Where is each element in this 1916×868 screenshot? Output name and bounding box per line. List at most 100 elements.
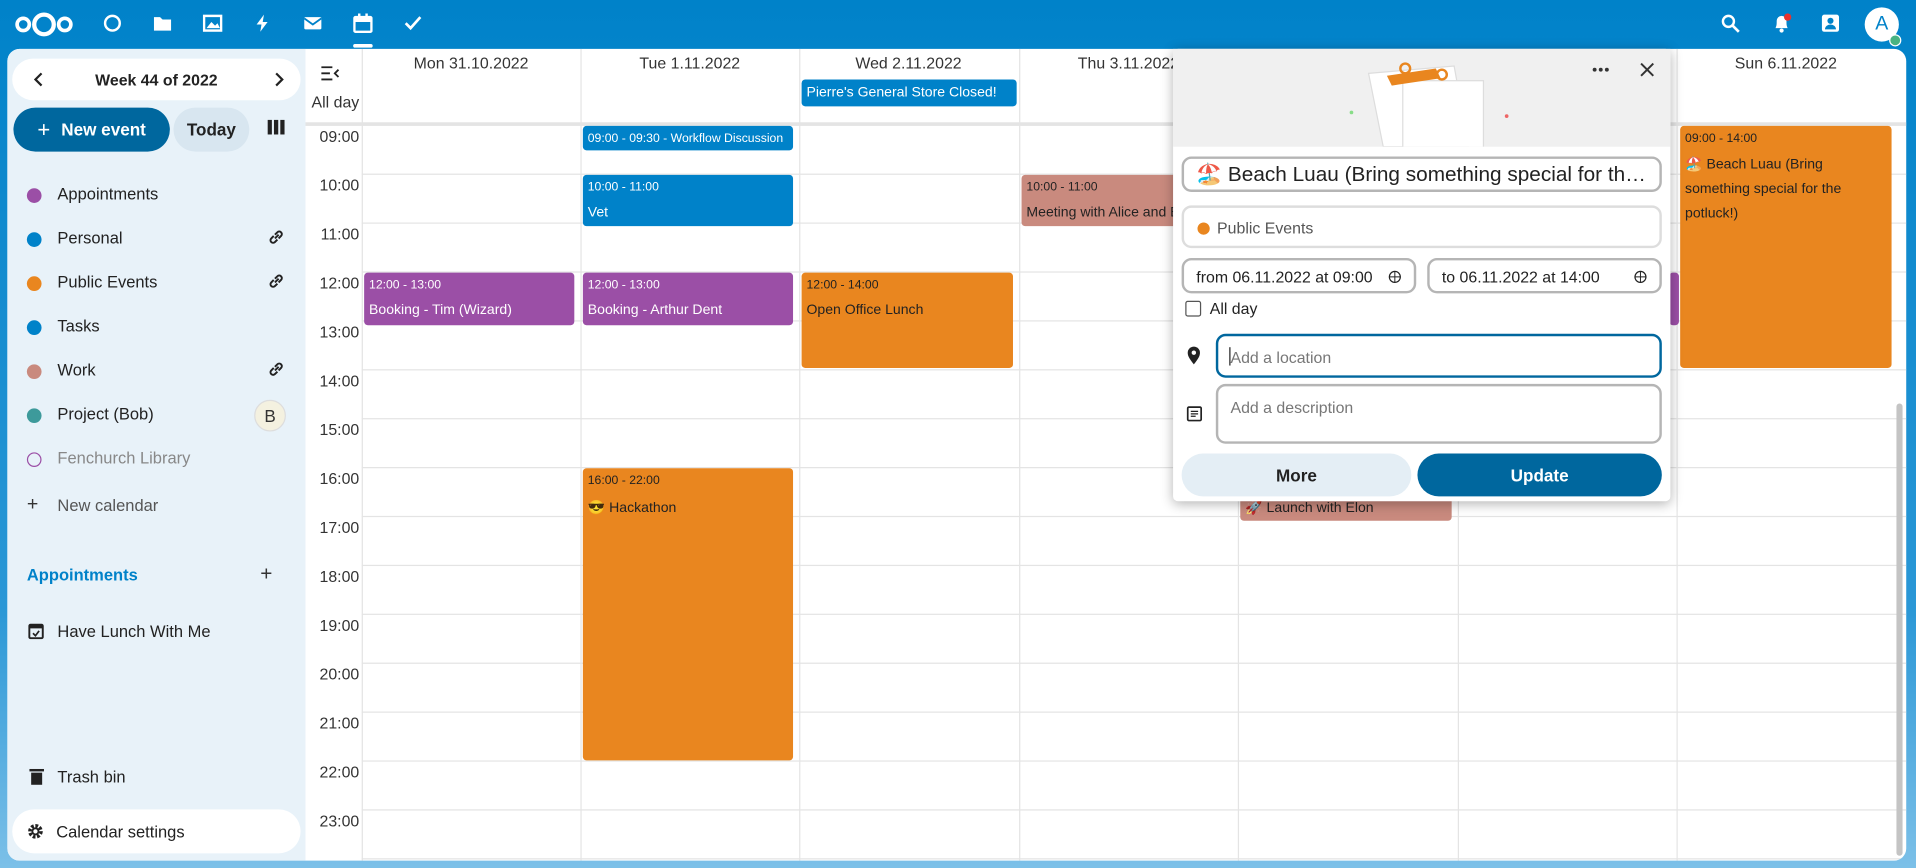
today-button[interactable]: Today (173, 107, 250, 152)
hour-label: 09:00 (319, 127, 360, 146)
search-icon[interactable] (1720, 13, 1740, 33)
dashboard-icon[interactable] (103, 13, 123, 33)
event[interactable]: 09:00 - 09:30 - Workflow Discussion (582, 125, 794, 151)
appointments-header[interactable]: Appointments (26, 566, 138, 585)
hour-line (361, 809, 1907, 811)
logo[interactable] (12, 10, 76, 39)
event[interactable]: 16:00 - 22:00 😎 Hackathon (582, 468, 794, 761)
location-icon (1187, 346, 1200, 365)
all-day-label: All day (1209, 299, 1258, 318)
avatar[interactable]: A (1864, 7, 1899, 42)
calendar-icon[interactable] (353, 13, 373, 34)
event-title: 😎 Hackathon (587, 501, 677, 516)
mail-icon[interactable] (303, 13, 323, 33)
trash-icon (29, 768, 44, 785)
from-input[interactable]: from 06.11.2022 at 09:00 (1181, 257, 1417, 294)
calendar-name: Appointments (57, 184, 159, 203)
hour-line (361, 515, 1907, 518)
calendar-grid: All day Mon 31.10.2022 Tue 1.11.2022 Wed… (7, 48, 1907, 861)
scrollbar[interactable] (1896, 403, 1903, 856)
calendar-name: Project (Bob) (57, 404, 154, 423)
activity-icon[interactable] (253, 13, 273, 33)
settings-button[interactable]: Calendar settings (12, 809, 301, 854)
notifications-icon[interactable] (1772, 13, 1792, 33)
title-input[interactable]: 🏖️ Beach Luau (Bring something special f… (1181, 156, 1662, 192)
next-week[interactable] (271, 72, 286, 87)
contacts-icon[interactable] (1821, 13, 1841, 33)
share-icon[interactable] (268, 229, 285, 246)
day-header: Sun 6.11.2022 (1734, 53, 1837, 73)
photos-icon[interactable] (202, 13, 223, 33)
event-title: 🚀 Launch with Elon (1245, 501, 1374, 516)
event-time: 12:00 - 14:00 (806, 278, 879, 293)
hour-label: 23:00 (319, 811, 360, 831)
add-appointment[interactable]: + (260, 562, 273, 586)
hour-line (361, 613, 1907, 615)
day-header: Wed 2.11.2022 (855, 53, 962, 73)
hour-label: 21:00 (319, 713, 360, 733)
toggle-sidebar[interactable] (320, 65, 340, 82)
event-title: Open Office Lunch (806, 303, 924, 318)
hour-line (361, 858, 1907, 860)
hour-line (361, 662, 1907, 664)
update-button[interactable]: Update (1417, 453, 1662, 497)
share-icon[interactable] (268, 361, 285, 378)
settings-icon (28, 823, 43, 839)
event-time: 09:00 - 09:30 - Workflow Discussion (587, 132, 784, 146)
event-time: 09:00 - 14:00 (1685, 132, 1758, 146)
event[interactable]: 09:00 - 14:00 🏖️ Beach Luau (Bring someth… (1680, 125, 1892, 368)
hour-label: 11:00 (320, 224, 360, 244)
event[interactable]: 12:00 - 13:00 Booking - Tim (Wizard) (364, 272, 575, 326)
active-app (347, 0, 379, 49)
event[interactable] (1669, 272, 1679, 326)
files-icon[interactable] (153, 13, 173, 33)
hour-line (361, 369, 1907, 371)
all-day-checkbox[interactable] (1185, 300, 1202, 317)
all-day-divider (305, 122, 1907, 126)
day-header: Tue 1.11.2022 (639, 53, 741, 73)
main: Week 44 of 2022 + New event Today Appoint… (7, 48, 1907, 861)
new-event-label: New event (61, 119, 146, 140)
appointment-item[interactable]: Have Lunch With Me (57, 622, 211, 641)
calendar-name: Fenchurch Library (57, 448, 191, 468)
event[interactable]: 12:00 - 14:00 Open Office Lunch (801, 272, 1013, 368)
hour-label: 19:00 (319, 616, 360, 635)
event-title: 🏖️ Beach Luau (Bring something special f… (1685, 157, 1842, 222)
calendar-name: Personal (57, 228, 123, 247)
new-event-button[interactable]: + New event (13, 107, 170, 152)
from-value: from 06.11.2022 at 09:00 (1196, 267, 1373, 287)
tasks-icon[interactable] (403, 13, 423, 33)
week-nav: Week 44 of 2022 (12, 58, 301, 101)
more-button[interactable]: More (1181, 453, 1412, 497)
location-input[interactable]: Add a location (1215, 333, 1662, 378)
calendar-select[interactable]: Public Events (1181, 205, 1662, 249)
hour-line (361, 418, 1907, 420)
event-title: Meeting with Alice and B (1026, 205, 1180, 221)
event[interactable]: 10:00 - 11:00 Vet (582, 174, 794, 227)
to-input[interactable]: to 06.11.2022 at 14:00 (1427, 257, 1662, 294)
settings-label: Calendar settings (56, 822, 185, 842)
trash-bin[interactable]: Trash bin (57, 767, 126, 787)
event-time: 10:00 - 11:00 (587, 180, 659, 195)
calendar-name: Work (57, 360, 96, 379)
description-input[interactable]: Add a description (1215, 383, 1662, 444)
hour-line (361, 173, 1907, 175)
calendar-value: Public Events (1217, 218, 1314, 238)
hour-label: 12:00 (319, 273, 360, 293)
hour-line (361, 271, 1907, 273)
hour-label: 15:00 (319, 420, 360, 439)
share-icon[interactable] (268, 273, 285, 290)
event[interactable]: 12:00 - 13:00 Booking - Arthur Dent (582, 272, 794, 326)
view-button[interactable] (267, 119, 285, 135)
share-badge: B (254, 399, 286, 432)
to-value: to 06.11.2022 at 14:00 (1441, 267, 1600, 287)
more-actions[interactable] (1592, 67, 1609, 72)
appointment-icon (28, 623, 44, 640)
all-day-event[interactable]: Pierre's General Store Closed! (801, 79, 1017, 107)
close-button[interactable] (1640, 62, 1655, 77)
status (1889, 34, 1902, 47)
new-calendar[interactable]: New calendar (57, 496, 159, 515)
prev-week[interactable] (32, 72, 47, 87)
hour-line (361, 320, 1907, 322)
